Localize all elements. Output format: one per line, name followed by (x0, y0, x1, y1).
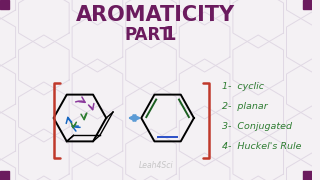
Text: 1-  cyclic: 1- cyclic (222, 82, 264, 91)
Text: PART: PART (125, 26, 172, 44)
Text: AROMATICITY: AROMATICITY (76, 5, 236, 25)
Bar (303, 0, 312, 9)
Text: Leah4Sci: Leah4Sci (139, 161, 173, 170)
Bar (303, 171, 312, 180)
Text: 2-  planar: 2- planar (222, 102, 268, 111)
Bar (0, 0, 9, 9)
Bar (0, 171, 9, 180)
Text: 1: 1 (163, 25, 176, 44)
Text: 3-  Conjugated: 3- Conjugated (222, 122, 292, 131)
Text: 4-  Huckel's Rule: 4- Huckel's Rule (222, 142, 302, 151)
